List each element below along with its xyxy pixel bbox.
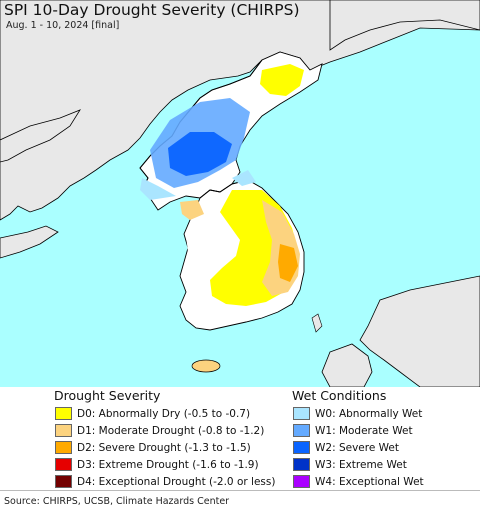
source-credit: Source: CHIRPS, UCSB, Climate Hazards Ce… — [4, 496, 230, 507]
dry-d2-east — [278, 244, 298, 282]
shandong-coast — [0, 225, 59, 259]
legend-label-d0: D0: Abnormally Dry (-0.5 to -0.7) — [77, 407, 251, 420]
legend-swatch-w1 — [293, 424, 310, 437]
legend-label-d4: D4: Exceptional Drought (-2.0 or less) — [77, 475, 276, 488]
legend-swatch-d1 — [55, 424, 72, 437]
legend-item-w0: W0: Abnormally Wet — [293, 406, 422, 421]
normal-patch-southwest — [184, 232, 224, 282]
legend: Drought Severity Wet Conditions D0: Abno… — [0, 388, 480, 488]
drought-legend-title: Drought Severity — [54, 388, 161, 403]
legend-item-w1: W1: Moderate Wet — [293, 423, 413, 438]
legend-swatch-w2 — [293, 441, 310, 454]
wet-w0-area — [140, 170, 256, 200]
legend-label-w3: W3: Extreme Wet — [315, 458, 407, 471]
china-landmass — [0, 0, 480, 221]
footer-divider — [0, 490, 480, 491]
legend-item-d1: D1: Moderate Drought (-0.8 to -1.2) — [55, 423, 264, 438]
legend-item-d4: D4: Exceptional Drought (-2.0 or less) — [55, 474, 275, 489]
legend-swatch-w4 — [293, 475, 310, 488]
legend-item-w2: W2: Severe Wet — [293, 440, 399, 455]
legend-swatch-d4 — [55, 475, 72, 488]
legend-swatch-w0 — [293, 407, 310, 420]
legend-item-d2: D2: Severe Drought (-1.3 to -1.5) — [55, 440, 251, 455]
legend-swatch-d0 — [55, 407, 72, 420]
legend-swatch-w3 — [293, 458, 310, 471]
dmz-border — [199, 179, 249, 199]
legend-label-w1: W1: Moderate Wet — [315, 424, 413, 437]
legend-item-w3: W3: Extreme Wet — [293, 457, 407, 472]
legend-label-w2: W2: Severe Wet — [315, 441, 399, 454]
tsushima-island — [311, 313, 323, 333]
legend-swatch-d2 — [55, 441, 72, 454]
legend-label-w4: W4: Exceptional Wet — [315, 475, 424, 488]
legend-label-w0: W0: Abnormally Wet — [315, 407, 423, 420]
dry-d0-west-patch — [180, 200, 204, 220]
liaodong-peninsula — [0, 109, 81, 163]
wet-legend-title: Wet Conditions — [292, 388, 387, 403]
map-subtitle: Aug. 1 - 10, 2024 [final] — [6, 20, 120, 31]
jeju-island — [191, 359, 221, 373]
legend-label-d2: D2: Severe Drought (-1.3 to -1.5) — [77, 441, 251, 454]
map-canvas — [0, 0, 480, 387]
legend-label-d1: D1: Moderate Drought (-0.8 to -1.2) — [77, 424, 265, 437]
japan-kyushu — [321, 343, 373, 387]
japan-honshu — [359, 275, 480, 387]
legend-item-d3: D3: Extreme Drought (-1.6 to -1.9) — [55, 457, 259, 472]
dry-d0-northeast — [260, 64, 304, 96]
legend-item-d0: D0: Abnormally Dry (-0.5 to -0.7) — [55, 406, 250, 421]
russia-landmass — [329, 0, 480, 51]
legend-swatch-d3 — [55, 458, 72, 471]
legend-label-d3: D3: Extreme Drought (-1.6 to -1.9) — [77, 458, 259, 471]
legend-item-w4: W4: Exceptional Wet — [293, 474, 424, 489]
wet-w2-area — [168, 132, 232, 176]
map-title: SPI 10-Day Drought Severity (CHIRPS) — [4, 1, 300, 19]
